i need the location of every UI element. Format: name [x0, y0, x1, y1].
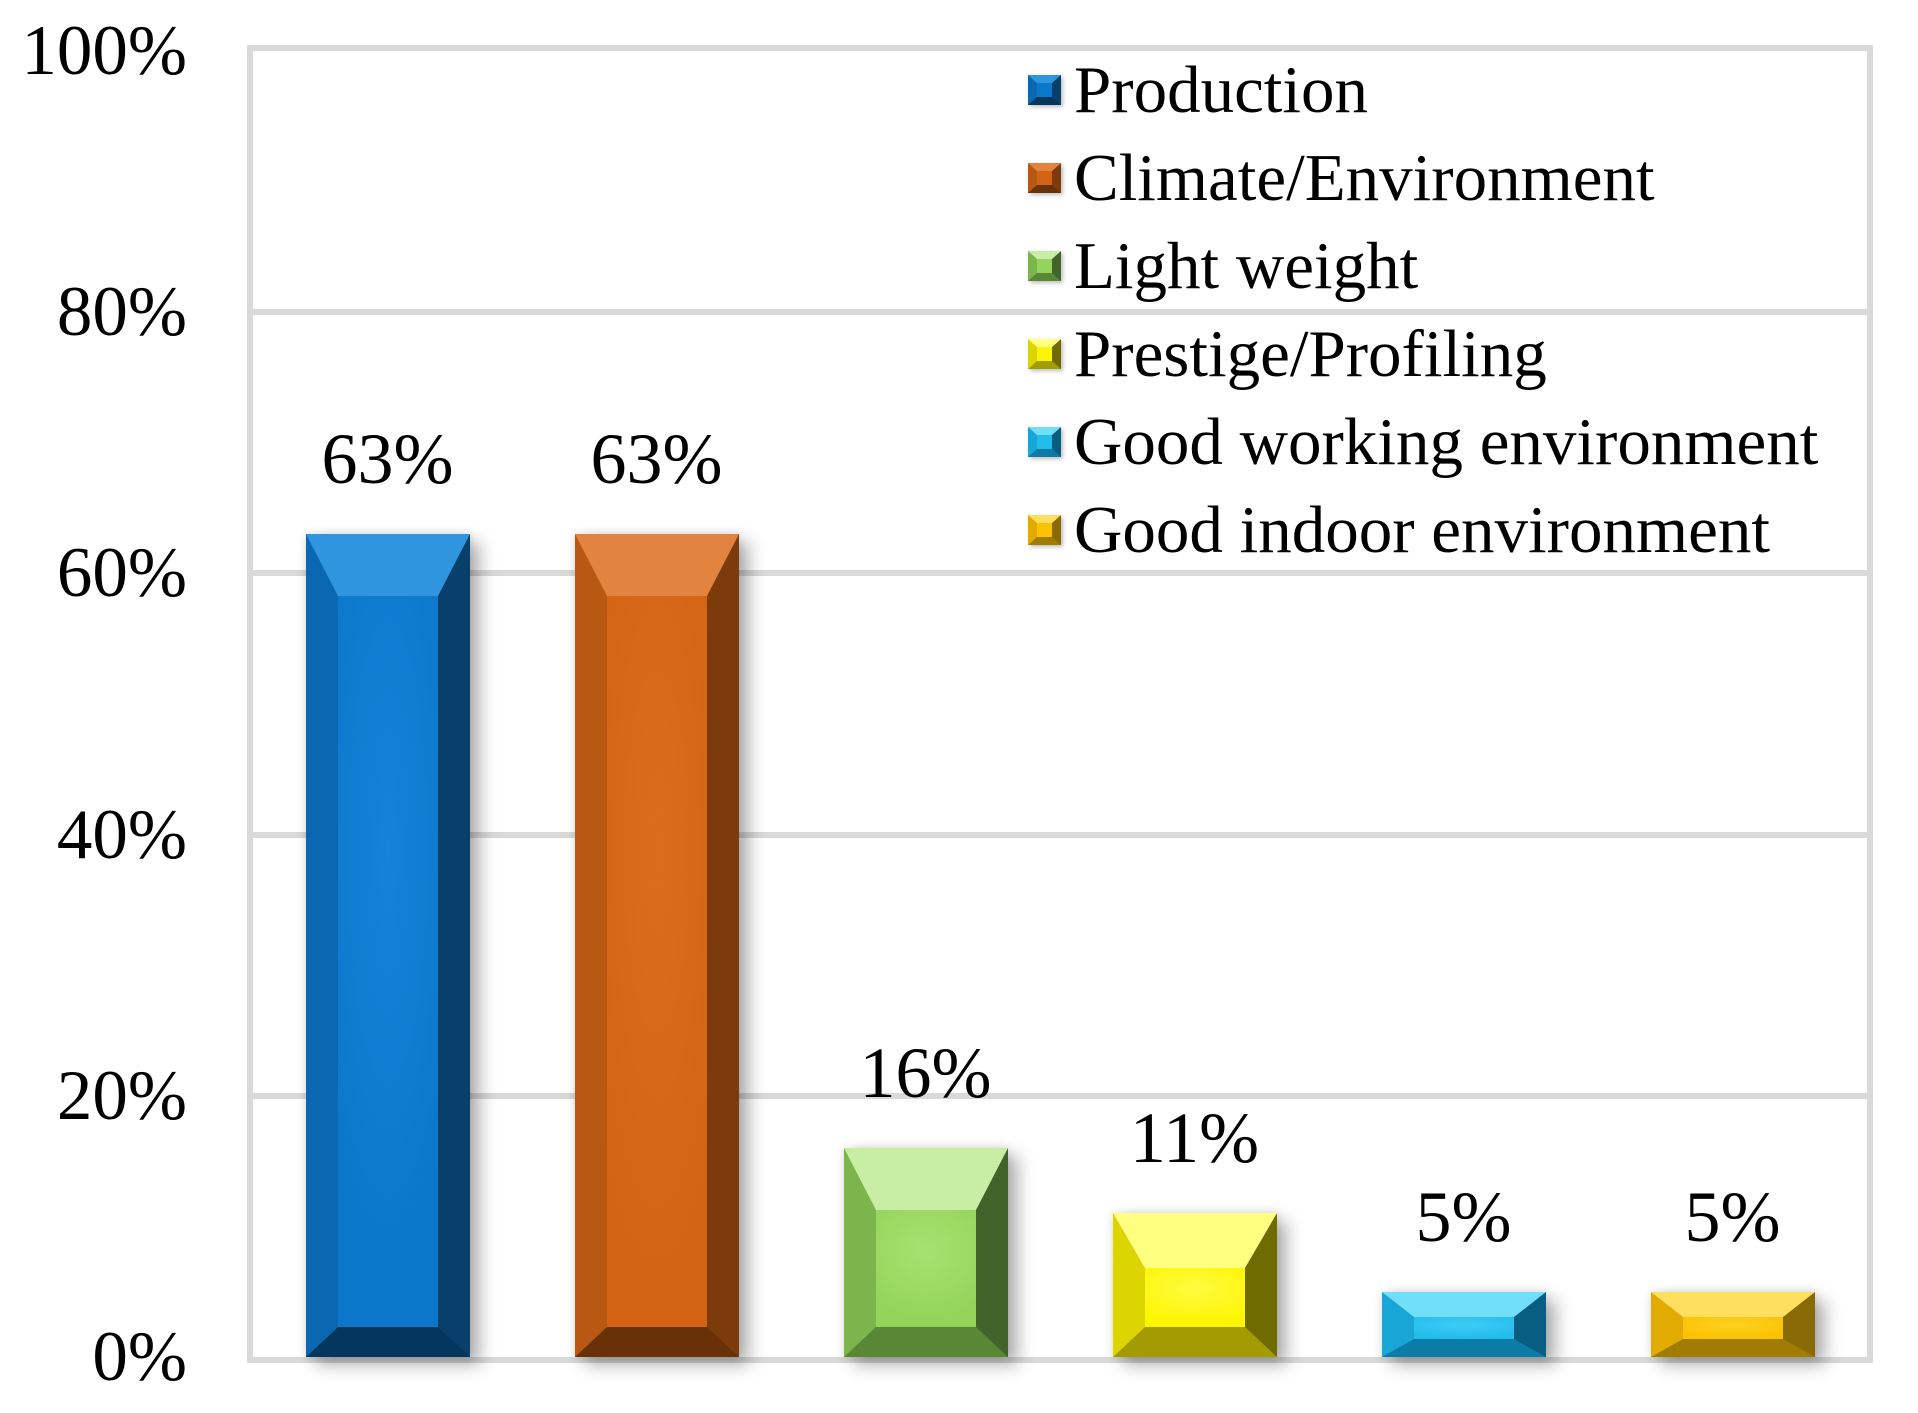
legend-label: Production: [1074, 53, 1369, 127]
data-label-1: 63%: [321, 419, 454, 500]
legend-item-5: Good working environment: [1028, 398, 1818, 486]
legend-item-6: Good indoor environment: [1028, 486, 1818, 574]
legend-marker-icon: [1028, 163, 1061, 193]
bar-3: [843, 1148, 1008, 1357]
legend-label: Prestige/Profiling: [1074, 317, 1547, 391]
legend-label: Good indoor environment: [1074, 493, 1770, 567]
legend-marker-icon: [1028, 75, 1061, 105]
legend-marker-icon: [1028, 251, 1061, 281]
y-tick-label-20: 20%: [56, 1056, 187, 1135]
legend-label: Good working environment: [1074, 405, 1819, 479]
data-label-4: 11%: [1129, 1098, 1260, 1179]
legend-marker-icon: [1028, 427, 1061, 457]
legend-marker-icon: [1028, 515, 1061, 545]
y-tick-label-40: 40%: [56, 795, 187, 874]
legend-label: Climate/Environment: [1074, 141, 1655, 215]
bar-6: [1650, 1291, 1815, 1357]
legend-marker-icon: [1028, 339, 1061, 369]
y-tick-label-60: 60%: [56, 534, 187, 613]
legend: Production Climate/Environment Light weigh…: [1028, 46, 1818, 574]
y-tick-label-100: 100%: [21, 12, 187, 90]
bar-4: [1112, 1213, 1277, 1357]
bar-5: [1381, 1291, 1546, 1357]
bar-2: [574, 534, 739, 1357]
data-label-5: 5%: [1415, 1176, 1512, 1257]
y-tick-label-0: 0%: [92, 1318, 187, 1396]
data-label-6: 5%: [1684, 1176, 1781, 1257]
gridline-60: [253, 570, 1867, 577]
legend-item-1: Production: [1028, 46, 1818, 134]
legend-item-4: Prestige/Profiling: [1028, 310, 1818, 398]
bar-1: [305, 534, 470, 1357]
y-tick-label-80: 80%: [56, 273, 187, 352]
gridline-40: [253, 831, 1867, 838]
data-label-2: 63%: [590, 419, 723, 500]
gridline-80: [253, 309, 1867, 316]
legend-label: Light weight: [1074, 229, 1419, 303]
gridline-20: [253, 1092, 1867, 1099]
data-label-3: 16%: [859, 1033, 992, 1114]
legend-item-2: Climate/Environment: [1028, 134, 1818, 222]
legend-item-3: Light weight: [1028, 222, 1818, 310]
